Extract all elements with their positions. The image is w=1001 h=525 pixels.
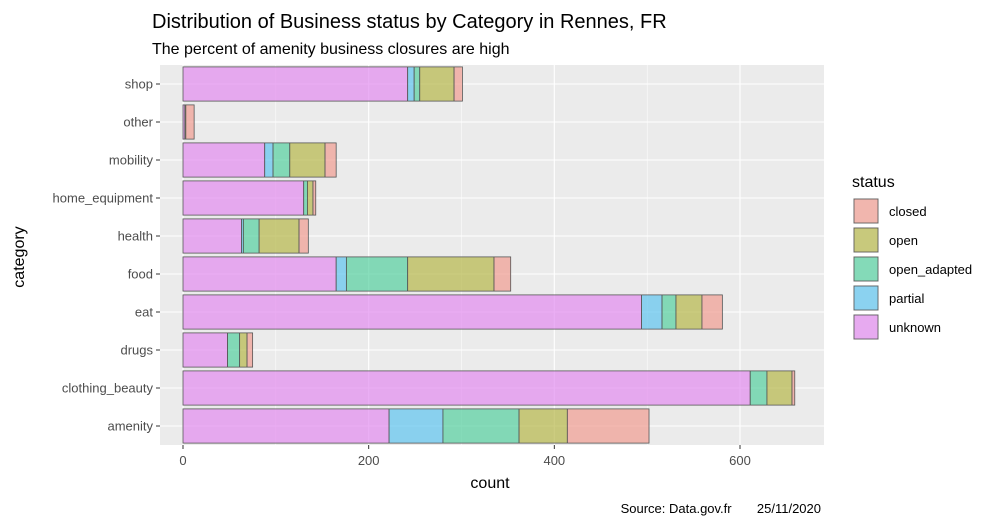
caption: Source: Data.gov.fr 25/11/2020 — [621, 501, 821, 516]
bar-mobility-partial — [264, 142, 274, 178]
bar-amenity-unknown — [182, 408, 390, 444]
bar-food-open — [407, 256, 495, 292]
bar-eat-closed — [701, 294, 723, 330]
bar-mobility-open — [289, 142, 326, 178]
bar-drugs-unknown — [182, 332, 228, 368]
x-axis-title: count — [470, 475, 510, 492]
y-tick-label: amenity — [107, 419, 153, 434]
bar-clothing_beauty-open — [766, 370, 793, 406]
bar-home_equipment-open — [306, 180, 314, 216]
legend-swatch-open — [853, 227, 879, 253]
bar-shop-open — [419, 66, 455, 102]
legend-swatch-closed — [853, 198, 879, 224]
legend-swatch-open_adapted — [853, 256, 879, 282]
y-tick-label: drugs — [120, 343, 153, 358]
bar-eat-open_adapted — [661, 294, 677, 330]
bar-clothing_beauty-unknown — [182, 370, 751, 406]
bar-home_equipment-closed — [312, 180, 317, 216]
y-tick-label: eat — [135, 305, 153, 320]
legend-label-unknown: unknown — [889, 320, 941, 335]
chart-subtitle: The percent of amenity business closures… — [152, 41, 510, 58]
y-axis-ticks: amenity clothing_beauty drugs eat food health… — [53, 77, 160, 434]
legend-swatch-unknown — [853, 314, 879, 340]
bar-shop-closed — [453, 66, 463, 102]
chart-title: Distribution of Business status by Categ… — [152, 11, 667, 33]
bar-amenity-closed — [566, 408, 650, 444]
x-tick-label: 200 — [358, 453, 380, 468]
legend-label-open_adapted: open_adapted — [889, 262, 972, 277]
x-tick-label: 400 — [543, 453, 565, 468]
bars — [182, 66, 796, 444]
bar-home_equipment-unknown — [182, 180, 305, 216]
bar-mobility-unknown — [182, 142, 266, 178]
y-tick-label: home_equipment — [53, 191, 154, 206]
bar-eat-open — [675, 294, 703, 330]
bar-food-partial — [335, 256, 347, 292]
bar-shop-open_adapted — [413, 66, 421, 102]
bar-clothing_beauty-open_adapted — [749, 370, 768, 406]
bar-health-closed — [298, 218, 309, 254]
legend-label-closed: closed — [889, 204, 927, 219]
x-axis-ticks: 0 200 400 600 — [179, 445, 751, 468]
bar-amenity-open_adapted — [442, 408, 520, 444]
bar-food-closed — [493, 256, 512, 292]
y-tick-label: other — [123, 115, 153, 130]
bar-health-unknown — [182, 218, 242, 254]
bar-mobility-closed — [324, 142, 337, 178]
bar-food-unknown — [182, 256, 337, 292]
bar-amenity-partial — [388, 408, 444, 444]
bar-health-open_adapted — [242, 218, 260, 254]
y-tick-label: health — [118, 229, 153, 244]
y-tick-label: shop — [125, 77, 153, 92]
bar-clothing_beauty-closed — [791, 370, 796, 406]
bar-mobility-open_adapted — [272, 142, 291, 178]
legend-swatch-partial — [853, 285, 879, 311]
bar-eat-partial — [641, 294, 663, 330]
legend-label-open: open — [889, 233, 918, 248]
y-axis-title: category — [11, 226, 28, 287]
bar-eat-unknown — [182, 294, 642, 330]
bar-amenity-open — [518, 408, 568, 444]
bar-other-closed — [185, 104, 195, 140]
bar-food-open_adapted — [345, 256, 409, 292]
y-tick-label: food — [128, 267, 153, 282]
bar-shop-unknown — [182, 66, 409, 102]
bar-drugs-open_adapted — [227, 332, 241, 368]
x-tick-label: 0 — [179, 453, 186, 468]
bar-drugs-open — [239, 332, 248, 368]
y-tick-label: clothing_beauty — [62, 381, 154, 396]
y-tick-label: mobility — [109, 153, 154, 168]
bar-shop-partial — [407, 66, 415, 102]
bar-health-open — [258, 218, 300, 254]
bar-drugs-closed — [246, 332, 254, 368]
legend-title: status — [852, 174, 895, 191]
legend-label-partial: partial — [889, 291, 925, 306]
x-tick-label: 600 — [729, 453, 751, 468]
bar-home_equipment-open_adapted — [303, 180, 308, 216]
